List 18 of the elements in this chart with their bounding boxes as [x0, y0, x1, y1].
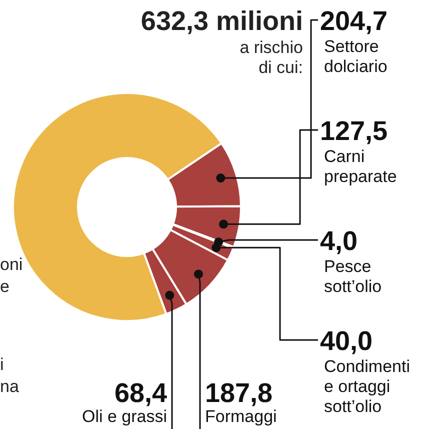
- text: oni: [0, 255, 23, 274]
- data-label: 204,7: [320, 6, 388, 36]
- slice-label: Settore dolciario: [324, 37, 388, 76]
- slice-label: Oli e grassi: [82, 407, 167, 426]
- slice-label: Condimenti e ortaggi sott’olio: [324, 357, 410, 416]
- text: a rischio di cui:: [240, 38, 303, 77]
- data-label: 187,8: [205, 378, 273, 408]
- slice-label: Carni preparate: [324, 147, 397, 186]
- data-label: 40,0: [320, 326, 373, 356]
- slice-label: Pesce sott’olio: [324, 257, 382, 296]
- text: e: [0, 277, 10, 296]
- chart-title: 632,3 milioni: [140, 6, 303, 36]
- data-label: 68,4: [114, 378, 167, 408]
- data-label: 127,5: [320, 116, 388, 146]
- text: i: [0, 355, 4, 374]
- data-label: 4,0: [320, 226, 358, 256]
- text: na: [0, 377, 20, 396]
- slice-label: Formaggi: [205, 407, 277, 426]
